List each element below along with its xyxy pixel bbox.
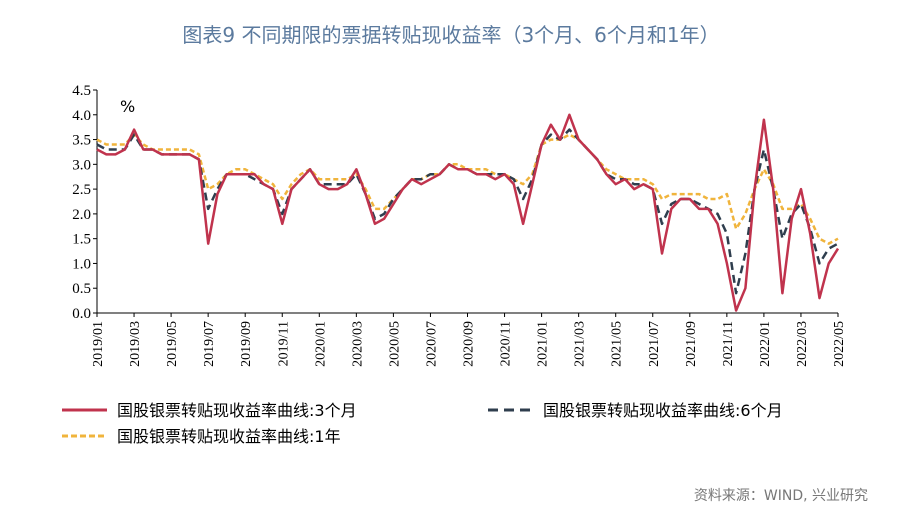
y-tick-label: 0.5 [72, 281, 91, 297]
legend-label: 国股银票转贴现收益率曲线:3个月 [117, 401, 357, 420]
x-tick-label: 2019/05 [165, 321, 180, 367]
x-tick-label: 2021/09 [684, 321, 699, 367]
y-tick-label: 3.0 [72, 157, 91, 173]
x-tick-label: 2020/03 [350, 321, 365, 367]
x-tick-label: 2022/05 [832, 321, 847, 367]
y-tick-label: 1.0 [72, 256, 91, 272]
legend-label: 国股银票转贴现收益率曲线:6个月 [543, 401, 783, 420]
x-tick-label: 2020/05 [387, 321, 402, 367]
x-tick-label: 2021/03 [573, 321, 588, 367]
x-tick-label: 2022/03 [795, 321, 810, 367]
legend-label: 国股银票转贴现收益率曲线:1年 [117, 427, 341, 446]
y-tick-label: 3.5 [72, 133, 91, 149]
x-tick-label: 2020/01 [313, 321, 328, 367]
x-tick-label: 2019/07 [202, 321, 217, 367]
unit-label: % [120, 97, 135, 116]
line-series [96, 113, 840, 312]
y-tick-label: 4.0 [72, 108, 91, 124]
x-tick-label: 2021/05 [610, 321, 625, 367]
y-tick-label: 0.0 [72, 306, 91, 322]
x-tick-label: 2021/11 [721, 321, 736, 366]
x-tick-label: 2019/09 [239, 321, 254, 367]
chart-title: 图表9 不同期限的票据转贴现收益率（3个月、6个月和1年） [182, 23, 719, 47]
line-series [96, 133, 839, 245]
x-tick-label: 2019/11 [276, 321, 291, 366]
x-tick-label: 2020/11 [499, 321, 514, 366]
x-tick-label: 2019/01 [91, 321, 106, 367]
x-tick-label: 2021/01 [536, 321, 551, 367]
x-tick-label: 2019/03 [128, 321, 143, 367]
x-tick-label: 2020/07 [424, 321, 439, 367]
y-tick-label: 1.5 [72, 232, 91, 248]
y-tick-label: 4.5 [72, 83, 91, 99]
y-tick-label: 2.0 [72, 207, 91, 223]
y-tick-label: 2.5 [72, 182, 91, 198]
x-tick-label: 2020/09 [462, 321, 477, 367]
source-note: 资料来源：WIND, 兴业研究 [694, 488, 868, 504]
x-tick-label: 2022/01 [758, 321, 773, 367]
x-tick-label: 2021/07 [647, 321, 662, 367]
